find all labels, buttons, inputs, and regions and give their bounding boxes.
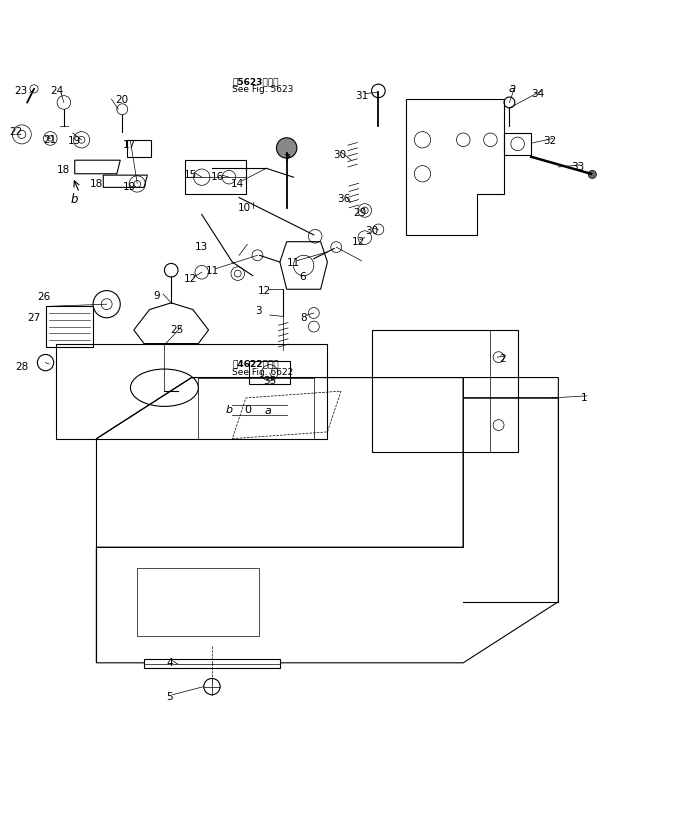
Text: 22: 22 xyxy=(10,127,23,137)
Text: 12: 12 xyxy=(183,274,197,284)
Text: 11: 11 xyxy=(287,258,300,268)
Text: 23: 23 xyxy=(14,86,27,96)
Text: 33: 33 xyxy=(571,162,584,172)
Text: 0: 0 xyxy=(243,405,251,415)
Text: 20: 20 xyxy=(116,95,129,105)
Text: 35: 35 xyxy=(263,376,276,386)
Text: 12: 12 xyxy=(258,286,271,295)
Text: 30: 30 xyxy=(365,226,378,236)
Circle shape xyxy=(276,137,297,158)
Text: 32: 32 xyxy=(544,136,557,146)
Text: 26: 26 xyxy=(37,292,50,302)
Text: 19: 19 xyxy=(68,136,81,146)
Text: 11: 11 xyxy=(205,266,218,276)
Text: 6: 6 xyxy=(299,272,306,282)
Text: 10: 10 xyxy=(238,202,251,212)
Text: 36: 36 xyxy=(337,194,351,204)
Text: See Fig. 6622: See Fig. 6622 xyxy=(233,368,293,377)
Text: 8: 8 xyxy=(300,313,307,323)
Text: 13: 13 xyxy=(195,242,209,252)
Text: 1: 1 xyxy=(581,393,587,403)
Text: 2: 2 xyxy=(499,354,506,364)
Text: 第5623図参照: 第5623図参照 xyxy=(233,77,279,86)
Text: a: a xyxy=(509,82,516,95)
Text: 24: 24 xyxy=(50,86,63,96)
Text: 12: 12 xyxy=(351,237,365,247)
Text: 17: 17 xyxy=(123,140,136,150)
Text: 7: 7 xyxy=(283,154,290,164)
Text: 16: 16 xyxy=(211,172,224,182)
Text: b: b xyxy=(71,193,78,206)
Text: 34: 34 xyxy=(531,89,545,99)
Text: 31: 31 xyxy=(355,91,368,100)
Text: 25: 25 xyxy=(170,325,183,335)
Text: 18: 18 xyxy=(90,179,103,189)
Text: a: a xyxy=(264,407,271,416)
Text: See Fig. 5623: See Fig. 5623 xyxy=(233,85,294,94)
Text: 3: 3 xyxy=(255,306,261,316)
Text: 15: 15 xyxy=(183,170,197,180)
Text: b: b xyxy=(225,405,233,415)
Text: 5: 5 xyxy=(166,692,173,702)
Text: 9: 9 xyxy=(153,291,160,301)
Text: 4: 4 xyxy=(166,658,173,667)
Polygon shape xyxy=(144,659,280,668)
Text: 18: 18 xyxy=(57,165,70,174)
Text: 14: 14 xyxy=(231,179,244,189)
Text: 29: 29 xyxy=(353,208,367,218)
Circle shape xyxy=(589,170,596,179)
Text: 30: 30 xyxy=(333,150,346,160)
Text: 28: 28 xyxy=(15,362,29,372)
Text: 19: 19 xyxy=(123,183,136,193)
Text: 21: 21 xyxy=(44,135,57,145)
Text: 第4622図参照: 第4622図参照 xyxy=(233,360,279,369)
Text: 27: 27 xyxy=(27,313,41,323)
